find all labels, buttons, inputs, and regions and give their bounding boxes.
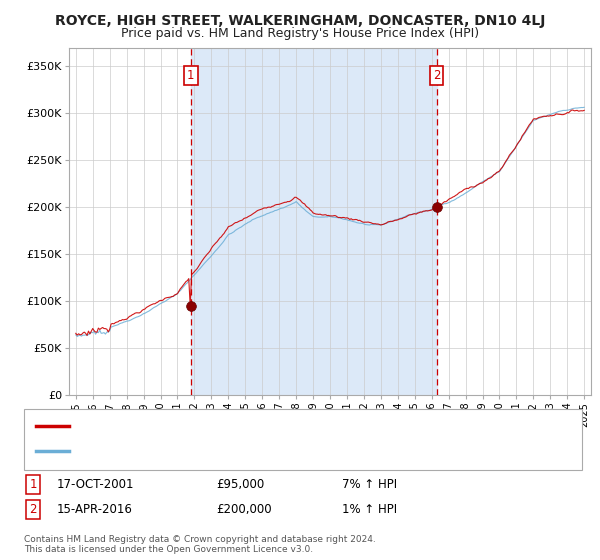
Text: 2: 2 xyxy=(29,503,37,516)
Text: 15-APR-2016: 15-APR-2016 xyxy=(57,503,133,516)
Text: £200,000: £200,000 xyxy=(216,503,272,516)
Text: £95,000: £95,000 xyxy=(216,478,264,491)
Text: HPI: Average price, detached house, Bassetlaw: HPI: Average price, detached house, Bass… xyxy=(75,446,321,456)
Text: 2: 2 xyxy=(433,69,440,82)
Text: 1: 1 xyxy=(187,69,194,82)
Text: ROYCE, HIGH STREET, WALKERINGHAM, DONCASTER,  DN10 4LJ (detached house): ROYCE, HIGH STREET, WALKERINGHAM, DONCAS… xyxy=(75,421,501,431)
Text: Contains HM Land Registry data © Crown copyright and database right 2024.
This d: Contains HM Land Registry data © Crown c… xyxy=(24,535,376,554)
Text: Price paid vs. HM Land Registry's House Price Index (HPI): Price paid vs. HM Land Registry's House … xyxy=(121,27,479,40)
Text: 17-OCT-2001: 17-OCT-2001 xyxy=(57,478,134,491)
Text: 1% ↑ HPI: 1% ↑ HPI xyxy=(342,503,397,516)
Text: ROYCE, HIGH STREET, WALKERINGHAM, DONCASTER, DN10 4LJ: ROYCE, HIGH STREET, WALKERINGHAM, DONCAS… xyxy=(55,14,545,28)
Text: 1: 1 xyxy=(29,478,37,491)
Bar xyxy=(191,48,437,395)
Text: 7% ↑ HPI: 7% ↑ HPI xyxy=(342,478,397,491)
